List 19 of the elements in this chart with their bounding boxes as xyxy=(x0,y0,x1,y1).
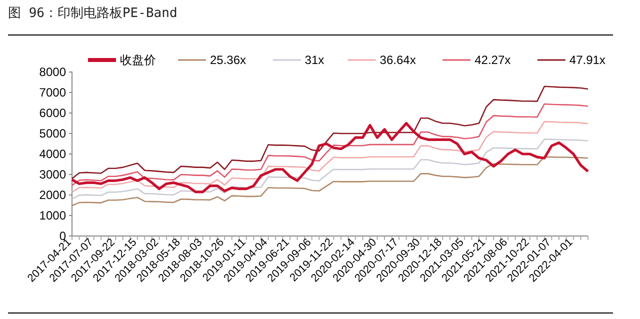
line-series xyxy=(71,103,589,186)
legend-label: 42.27x xyxy=(474,53,511,68)
y-tick-label: 5000 xyxy=(39,126,66,140)
y-tick-label: 4000 xyxy=(39,146,66,161)
legend-label: 36.64x xyxy=(380,53,416,68)
y-tick-label: 3000 xyxy=(39,167,66,182)
line-series xyxy=(71,86,589,180)
y-tick-label: 6000 xyxy=(39,106,66,120)
legend-label: 25.36x xyxy=(210,53,246,68)
y-tick-label: 2000 xyxy=(39,188,66,202)
y-tick-label: 7000 xyxy=(39,85,66,100)
legend-label: 31x xyxy=(304,53,324,68)
y-tick-label: 1000 xyxy=(39,208,66,222)
chart-title: 图 96：印制电路板PE-Band xyxy=(8,6,178,21)
legend-label: 47.91x xyxy=(569,53,606,68)
line-series xyxy=(71,138,589,200)
line-series xyxy=(71,156,589,206)
y-tick-label: 8000 xyxy=(39,64,66,79)
legend-label: 收盘价 xyxy=(120,53,156,68)
